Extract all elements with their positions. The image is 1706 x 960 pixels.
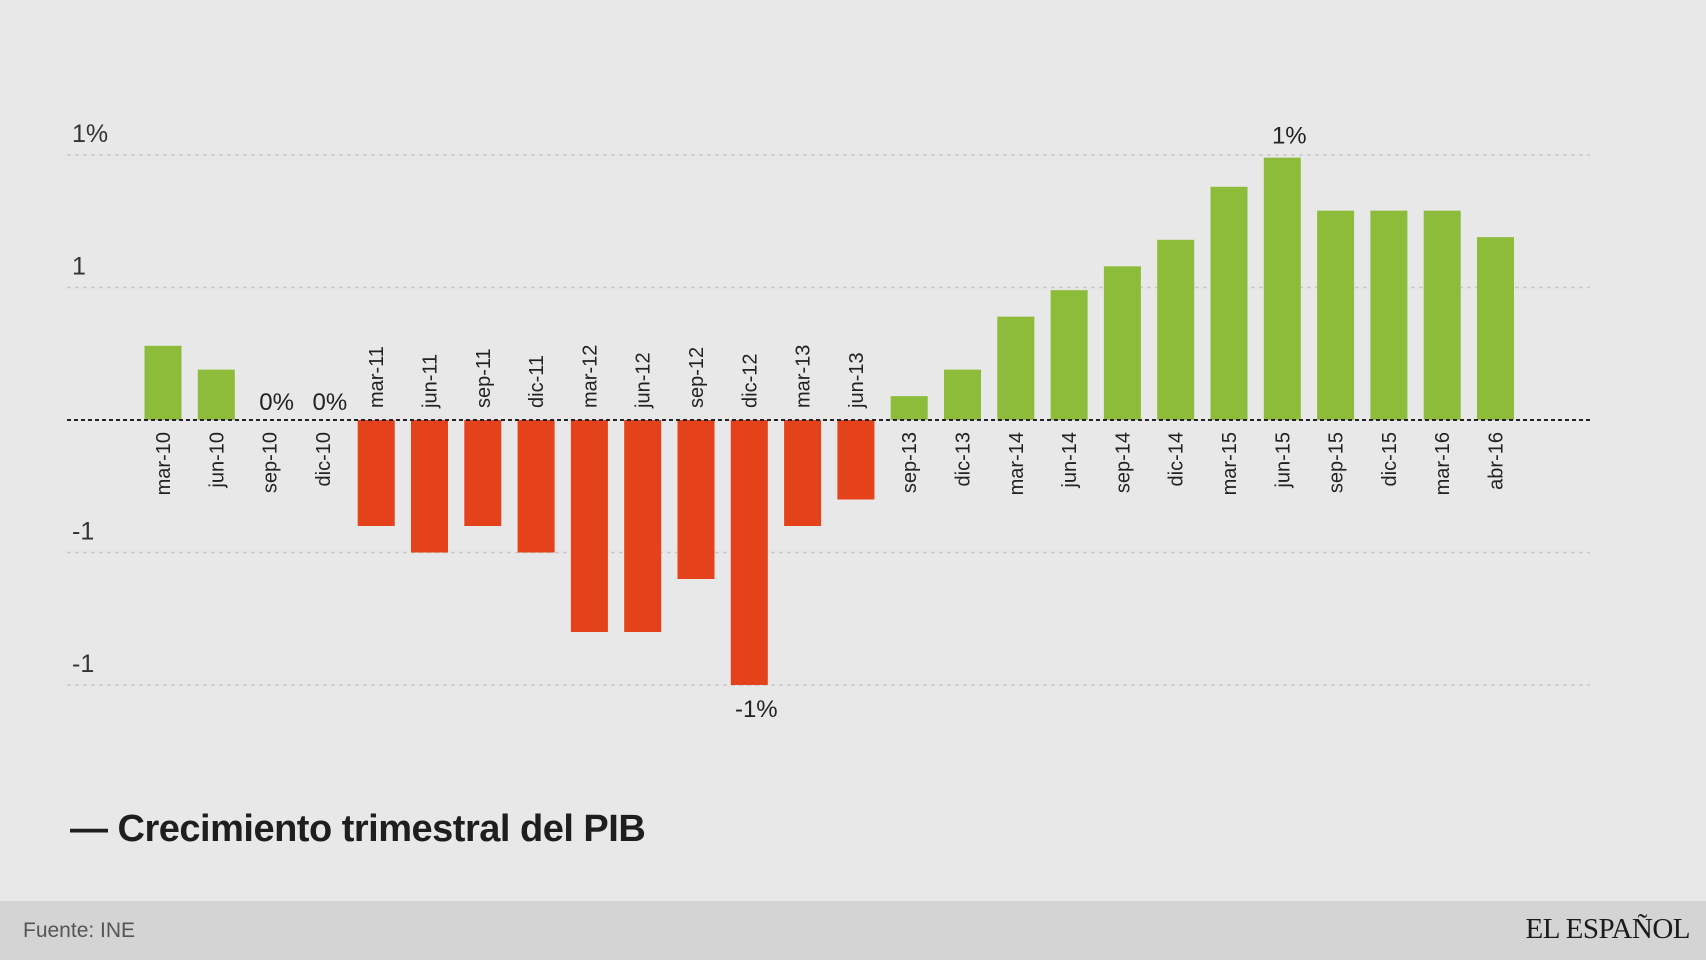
bar <box>464 420 502 526</box>
bar <box>517 420 555 553</box>
x-tick-label: sep-14 <box>1112 432 1134 493</box>
bar <box>1157 239 1195 420</box>
x-tick-label: dic-12 <box>739 354 761 408</box>
bar <box>890 396 928 420</box>
y-tick-label: -1 <box>72 518 94 546</box>
x-tick-label: abr-16 <box>1486 432 1508 490</box>
x-tick-label: mar-12 <box>579 345 601 408</box>
bar <box>1317 210 1355 420</box>
y-tick-label: 1% <box>72 120 108 148</box>
bar <box>1423 210 1461 420</box>
bar <box>197 369 235 420</box>
x-tick-label: sep-12 <box>686 347 708 408</box>
x-tick-label: mar-15 <box>1219 432 1241 495</box>
x-tick-label: sep-10 <box>260 432 282 493</box>
bar <box>1210 186 1248 420</box>
x-tick-label: dic-13 <box>953 432 975 486</box>
bar <box>357 420 395 526</box>
legend-label: — Crecimiento trimestral del PIB <box>70 808 646 850</box>
data-label: 0% <box>259 389 294 416</box>
bar <box>411 420 448 553</box>
x-tick-label: sep-11 <box>473 348 495 408</box>
x-tick-label: jun-13 <box>846 352 868 409</box>
bar <box>1477 237 1514 420</box>
x-tick-label: mar-13 <box>793 345 815 408</box>
source-label: Fuente: INE <box>23 919 136 942</box>
bar <box>944 369 981 420</box>
bar <box>1050 290 1088 420</box>
bar <box>144 345 182 420</box>
x-tick-label: jun-15 <box>1272 432 1294 489</box>
footer-bar: Fuente: INE EL ESPAÑOL <box>0 901 1706 960</box>
x-tick-label: sep-13 <box>899 432 921 493</box>
data-label: 1% <box>1272 123 1307 150</box>
x-tick-label: dic-11 <box>526 355 548 408</box>
x-tick-label: jun-12 <box>633 352 655 409</box>
x-tick-label: mar-11 <box>366 346 388 408</box>
x-tick-label: jun-11 <box>420 354 442 409</box>
bar <box>570 420 608 632</box>
bar <box>837 420 875 500</box>
x-tick-label: dic-10 <box>313 432 335 486</box>
bar <box>1370 210 1408 420</box>
y-tick-label: 1 <box>72 253 86 281</box>
bar <box>624 420 662 632</box>
x-tick-label: dic-14 <box>1166 432 1188 486</box>
data-label: 0% <box>313 389 348 416</box>
x-tick-label: sep-15 <box>1326 432 1348 493</box>
bar <box>730 420 768 685</box>
x-tick-label: jun-14 <box>1059 432 1081 489</box>
x-tick-label: dic-15 <box>1379 432 1401 486</box>
bar <box>997 316 1035 420</box>
x-tick-label: mar-16 <box>1432 432 1454 495</box>
bar <box>677 420 715 579</box>
x-tick-label: jun-10 <box>206 432 228 489</box>
x-tick-label: mar-14 <box>1006 432 1028 495</box>
x-tick-label: mar-10 <box>153 432 175 495</box>
bar <box>1103 266 1141 420</box>
bar <box>1263 157 1301 420</box>
data-label: -1% <box>735 696 778 723</box>
bar-chart: 1% 1 -1 -1 mar-10 jun-10 sep-10 dic-10 mar-11 jun… <box>67 120 1590 723</box>
y-tick-label: -1 <box>72 650 94 678</box>
bar <box>784 420 822 526</box>
brand-logo: EL ESPAÑOL <box>1525 913 1691 945</box>
